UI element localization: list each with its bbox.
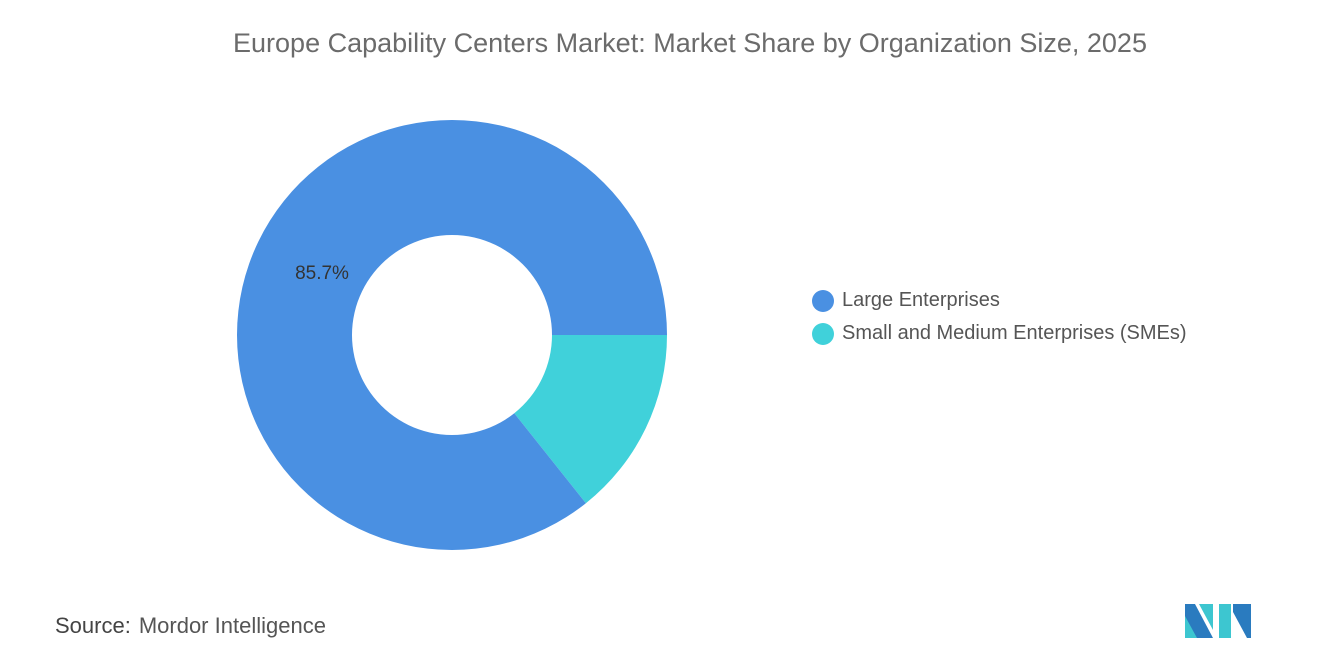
legend-label: Large Enterprises bbox=[842, 289, 1000, 311]
slice-large-enterprises bbox=[237, 119, 668, 550]
donut-chart: 85.7% bbox=[237, 119, 668, 550]
legend-item-smes: Small and Medium Enterprises (SMEs) bbox=[812, 317, 1187, 350]
data-label: 85.7% bbox=[295, 263, 349, 284]
legend-swatch bbox=[812, 322, 834, 345]
source-value: Mordor Intelligence bbox=[138, 613, 326, 638]
slice-smes bbox=[514, 335, 667, 504]
source: Source: Mordor Intelligence bbox=[55, 613, 326, 639]
legend: Large Enterprises Small and Medium Enter… bbox=[812, 284, 1187, 350]
source-label: Source: bbox=[55, 613, 131, 638]
legend-label: Small and Medium Enterprises (SMEs) bbox=[842, 322, 1187, 344]
legend-swatch bbox=[812, 289, 834, 312]
chart-title: Europe Capability Centers Market: Market… bbox=[233, 28, 1147, 58]
mordor-logo bbox=[1185, 604, 1251, 638]
legend-item-large: Large Enterprises bbox=[812, 284, 1187, 317]
